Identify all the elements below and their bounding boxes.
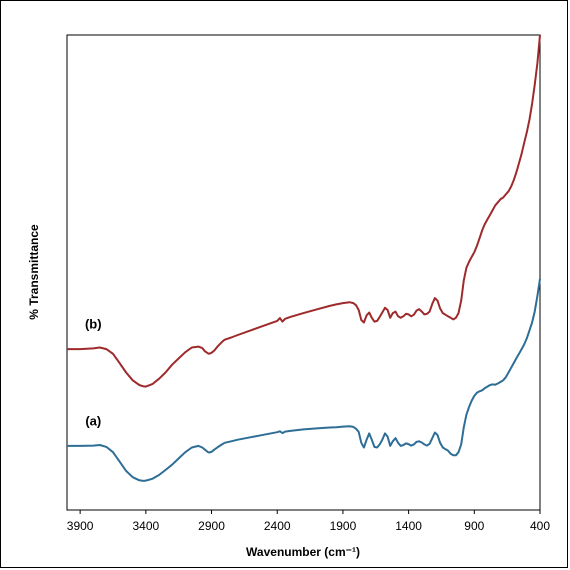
x-tick-label: 1400	[395, 519, 422, 533]
series-label-a: (a)	[85, 414, 101, 429]
series-label-b: (b)	[85, 316, 102, 331]
series-line-a	[67, 278, 541, 482]
plot-area	[66, 34, 541, 511]
x-tick-label: 3400	[132, 519, 159, 533]
x-tick-label: 1900	[330, 519, 357, 533]
x-tick-label: 2900	[198, 519, 225, 533]
series-line-b	[67, 34, 541, 388]
x-tick-label: 2400	[264, 519, 291, 533]
x-tick-label: 900	[464, 519, 484, 533]
x-tick-label: 3900	[67, 519, 94, 533]
series-labels: (a) (b)	[85, 316, 102, 428]
x-axis-ticks: 3900 3400 2900 2400 1900 1400 900 400	[67, 510, 550, 533]
series-layer	[67, 34, 541, 482]
x-axis-title: Wavenumber (cm⁻¹)	[246, 545, 360, 559]
x-tick-label: 400	[530, 519, 550, 533]
y-axis-title: % Transmittance	[27, 224, 41, 320]
